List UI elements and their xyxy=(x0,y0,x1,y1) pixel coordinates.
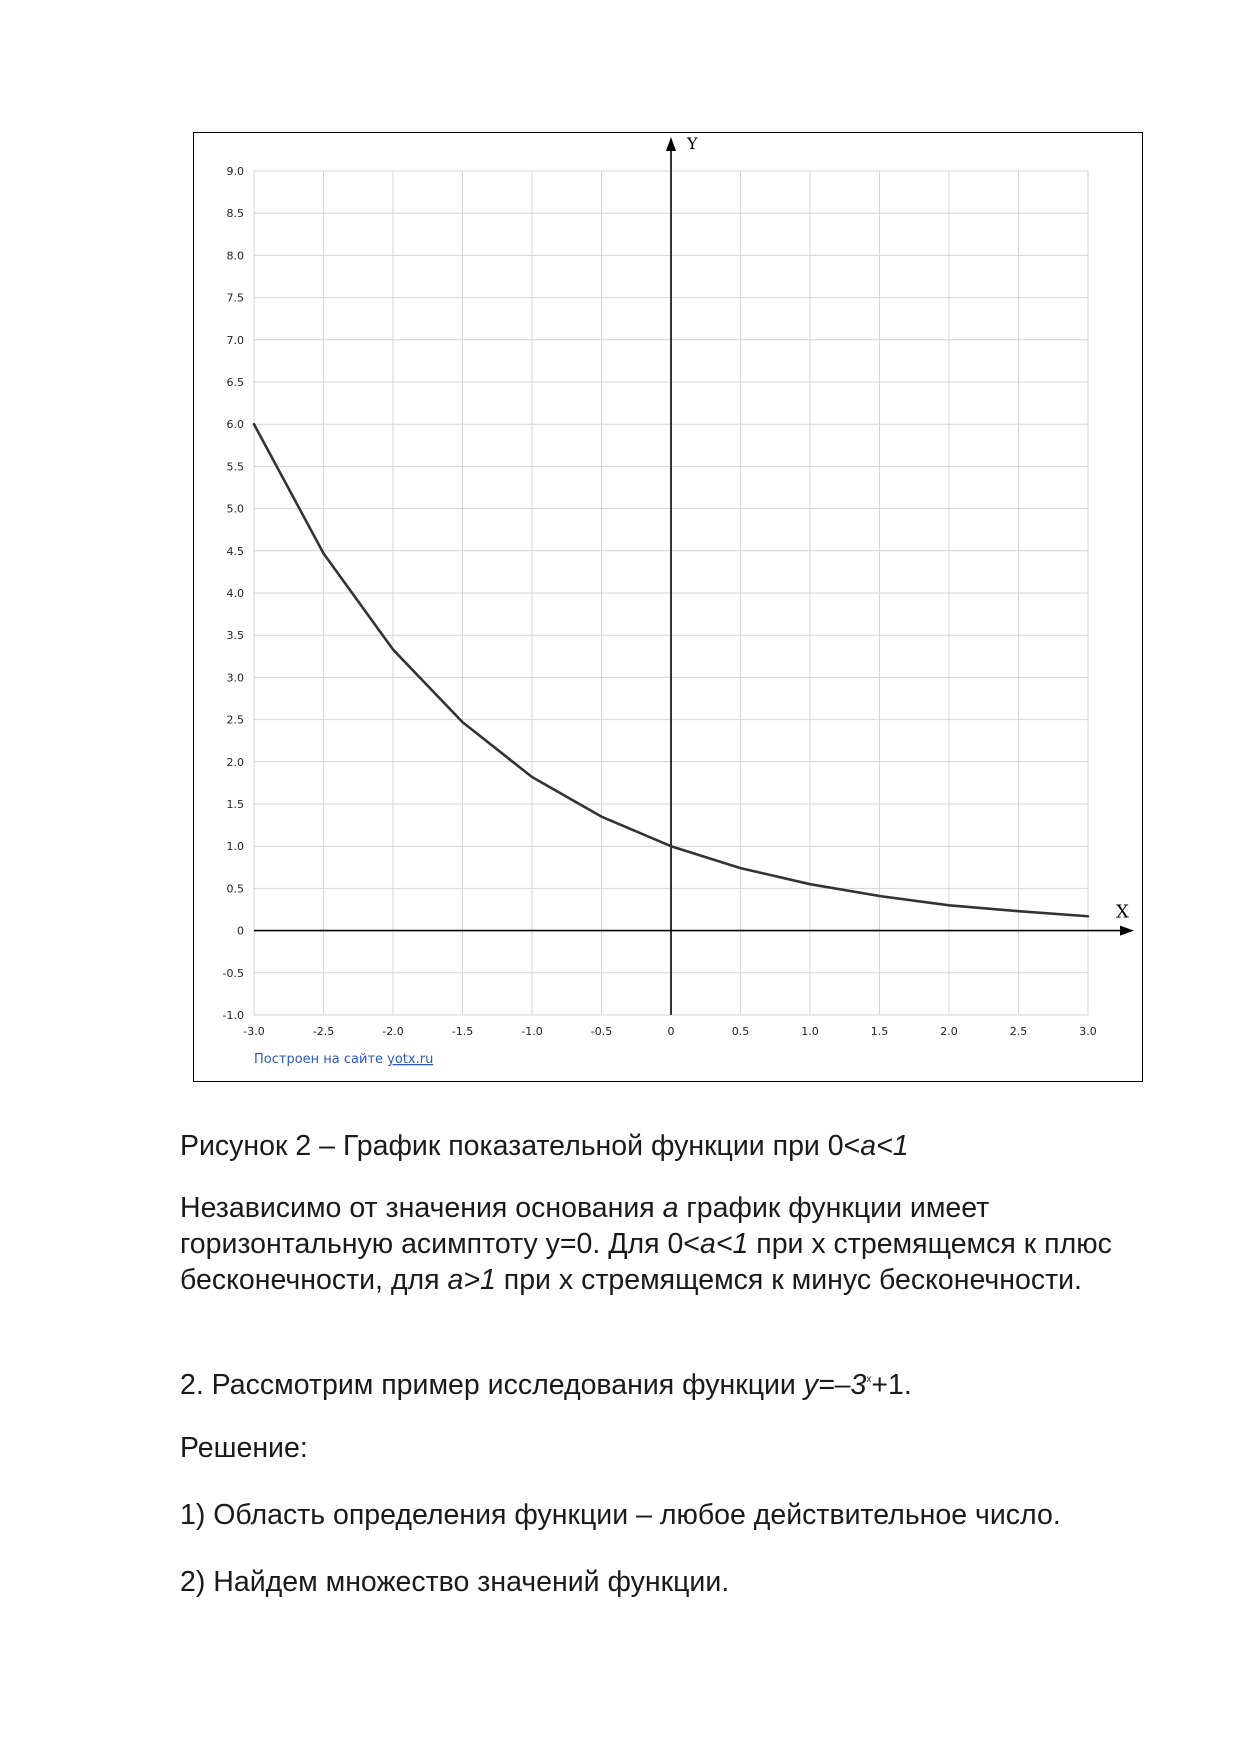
x-tick-label: -1.5 xyxy=(452,1025,473,1038)
x-tick-label: 0 xyxy=(668,1025,675,1038)
y-tick-label: 7.0 xyxy=(227,334,245,347)
x-tick-label: 1.0 xyxy=(801,1025,819,1038)
y-axis-arrow xyxy=(666,137,676,151)
x-tick-label: 0.5 xyxy=(732,1025,750,1038)
x-tick-label: 3.0 xyxy=(1079,1025,1097,1038)
y-tick-label: 3.0 xyxy=(227,671,245,684)
paragraph-range: 2) Найдем множество значений функции. xyxy=(180,1566,730,1598)
x-tick-label: 2.0 xyxy=(940,1025,958,1038)
x-tick-label: -2.5 xyxy=(313,1025,334,1038)
y-tick-label: 9.0 xyxy=(227,165,245,178)
y-tick-label: 8.5 xyxy=(227,207,245,220)
y-tick-label: 5.5 xyxy=(227,460,245,473)
y-tick-label: 1.0 xyxy=(227,840,245,853)
y-tick-label: 4.0 xyxy=(227,587,245,600)
paragraph-domain: 1) Область определения функции – любое д… xyxy=(180,1499,1061,1531)
y-tick-label: 5.0 xyxy=(227,503,245,516)
y-tick-label: 0.5 xyxy=(227,882,245,895)
watermark-text: Построен на сайте yotx.ru xyxy=(254,1052,433,1067)
y-tick-label: 2.5 xyxy=(227,714,245,727)
y-tick-label: 6.0 xyxy=(227,418,245,431)
y-axis-label: Y xyxy=(686,134,698,153)
x-tick-label: 1.5 xyxy=(871,1025,889,1038)
x-tick-label: -2.0 xyxy=(382,1025,403,1038)
y-tick-label: -0.5 xyxy=(223,967,244,980)
y-tick-label: 8.0 xyxy=(227,249,245,262)
y-tick-label: 4.5 xyxy=(227,545,245,558)
y-tick-label: 7.5 xyxy=(227,292,245,305)
y-tick-label: 1.5 xyxy=(227,798,245,811)
y-tick-label: 6.5 xyxy=(227,376,245,389)
series-line xyxy=(252,422,1090,918)
y-tick-label: 2.0 xyxy=(227,756,245,769)
x-axis-arrow xyxy=(1120,925,1134,936)
chart-figure: Y X 9.0 8.5 8.0 7.5 7.0 6.5 6.0 5.5 5.0 4.5 4.0 3.5 3.… xyxy=(193,132,1143,1082)
chart-svg: Y X 9.0 8.5 8.0 7.5 7.0 6.5 6.0 5.5 5.0 4.5 4.0 3.5 3.… xyxy=(223,134,1134,1067)
x-tick-label: -0.5 xyxy=(591,1025,612,1038)
paragraph-example: 2. Рассмотрим пример исследования функци… xyxy=(180,1369,912,1401)
watermark-link[interactable]: yotx.ru xyxy=(387,1052,433,1067)
y-tick-label: -1.0 xyxy=(223,1009,244,1022)
figure-caption: Рисунок 2 – График показательной функции… xyxy=(180,1130,909,1162)
y-tick-label: 0 xyxy=(237,925,244,938)
paragraph-asymptote: Независимо от значения основания a графи… xyxy=(180,1192,1112,1296)
paragraph-solution: Решение: xyxy=(180,1432,308,1464)
x-tick-label: -1.0 xyxy=(521,1025,542,1038)
x-tick-label: -3.0 xyxy=(243,1025,264,1038)
y-tick-label: 3.5 xyxy=(227,629,245,642)
x-axis-label: X xyxy=(1116,902,1129,923)
x-tick-label: 2.5 xyxy=(1010,1025,1028,1038)
